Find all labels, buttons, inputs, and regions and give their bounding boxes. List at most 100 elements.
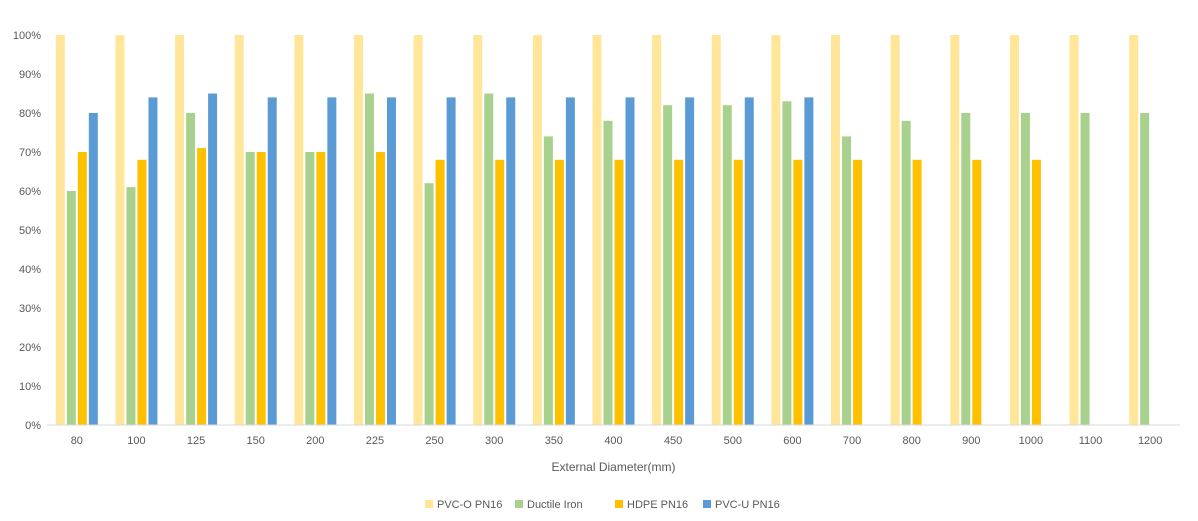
x-tick-label: 800: [902, 435, 920, 447]
x-tick-label: 200: [306, 435, 324, 447]
y-tick-label: 50%: [19, 225, 41, 237]
bar-hdpe-pn16-150: [256, 152, 266, 425]
x-tick-label: 250: [425, 435, 443, 447]
bar-pvc-u-pn16-200: [327, 97, 337, 426]
y-tick-label: 20%: [19, 342, 41, 354]
y-tick-label: 80%: [19, 108, 41, 120]
bar-pvc-u-pn16-100: [148, 97, 158, 426]
bar-hdpe-pn16-400: [614, 159, 624, 426]
bar-hdpe-pn16-450: [674, 159, 684, 426]
bar-pvc-u-pn16-150: [267, 97, 277, 426]
bar-hdpe-pn16-700: [853, 159, 863, 426]
bar-pvc-o-pn16-350: [532, 35, 542, 425]
chart-bars: [55, 35, 1150, 426]
legend-label-hdpe-pn16: HDPE PN16: [627, 499, 688, 511]
bar-pvc-o-pn16-400: [592, 35, 602, 425]
x-tick-label: 1000: [1019, 435, 1043, 447]
bar-pvc-o-pn16-125: [175, 35, 185, 425]
bar-hdpe-pn16-600: [793, 159, 803, 426]
bar-pvc-o-pn16-80: [55, 35, 65, 425]
x-tick-label: 700: [843, 435, 861, 447]
x-tick-label: 1100: [1079, 435, 1103, 447]
bar-hdpe-pn16-500: [733, 159, 743, 426]
bar-pvc-o-pn16-250: [413, 35, 423, 425]
x-tick-label: 500: [724, 435, 742, 447]
bar-hdpe-pn16-125: [197, 148, 207, 425]
x-tick-label: 80: [71, 435, 83, 447]
legend-swatch-ductile-iron: [515, 500, 523, 508]
bar-pvc-o-pn16-225: [353, 35, 363, 425]
bar-pvc-o-pn16-100: [115, 35, 125, 425]
bar-pvc-u-pn16-300: [506, 97, 516, 426]
bar-ductile-iron-1100: [1080, 113, 1090, 425]
x-tick-label: 900: [962, 435, 980, 447]
bar-ductile-iron-350: [543, 136, 553, 425]
bar-ductile-iron-250: [424, 183, 434, 425]
bar-hdpe-pn16-1000: [1031, 159, 1041, 426]
bar-pvc-o-pn16-1100: [1069, 35, 1079, 425]
bar-pvc-u-pn16-225: [386, 97, 396, 426]
bar-pvc-o-pn16-450: [652, 35, 662, 425]
bar-ductile-iron-125: [186, 113, 196, 425]
y-tick-label: 10%: [19, 381, 41, 393]
bar-pvc-u-pn16-350: [565, 97, 575, 426]
bar-ductile-iron-900: [961, 113, 971, 425]
bar-ductile-iron-150: [245, 152, 255, 425]
y-tick-label: 0%: [25, 420, 41, 432]
x-axis-tick-labels: 80 100 125 150 200 225 250 300 350 400 450 500 600 70…: [71, 435, 1163, 447]
bar-ductile-iron-1000: [1020, 113, 1030, 425]
bar-pvc-u-pn16-450: [685, 97, 695, 426]
bar-pvc-o-pn16-800: [890, 35, 900, 425]
bar-pvc-u-pn16-500: [744, 97, 754, 426]
legend-label-pvc-u-pn16: PVC-U PN16: [715, 499, 780, 511]
bar-hdpe-pn16-300: [495, 159, 505, 426]
y-axis-tick-labels: 0% 10% 20% 30% 40% 50% 60% 70% 80% 90% 100%: [13, 30, 41, 432]
y-tick-label: 70%: [19, 147, 41, 159]
bar-hdpe-pn16-900: [972, 159, 982, 426]
x-tick-label: 125: [187, 435, 205, 447]
bar-hdpe-pn16-225: [375, 152, 385, 425]
bar-ductile-iron-225: [364, 93, 374, 425]
bar-ductile-iron-400: [603, 120, 613, 426]
bar-hdpe-pn16-350: [554, 159, 564, 426]
x-tick-label: 150: [247, 435, 265, 447]
bar-pvc-u-pn16-250: [446, 97, 456, 426]
legend: PVC-O PN16 Ductile Iron HDPE PN16 PVC-U PN1…: [425, 499, 780, 511]
x-tick-label: 450: [664, 435, 682, 447]
bar-pvc-u-pn16-80: [88, 113, 98, 425]
x-tick-label: 300: [485, 435, 503, 447]
bar-hdpe-pn16-800: [912, 159, 922, 426]
y-tick-label: 90%: [19, 69, 41, 81]
bar-ductile-iron-600: [782, 101, 792, 426]
y-tick-label: 30%: [19, 303, 41, 315]
legend-swatch-hdpe-pn16: [615, 500, 623, 508]
bar-ductile-iron-300: [484, 93, 494, 425]
x-tick-label: 225: [366, 435, 384, 447]
legend-label-ductile-iron: Ductile Iron: [527, 499, 583, 511]
bar-pvc-o-pn16-300: [473, 35, 483, 425]
bar-pvc-o-pn16-700: [831, 35, 841, 425]
x-axis-title: External Diameter(mm): [551, 460, 675, 474]
bar-pvc-o-pn16-500: [711, 35, 721, 425]
legend-label-pvc-o-pn16: PVC-O PN16: [437, 499, 502, 511]
y-tick-label: 100%: [13, 30, 41, 42]
bar-ductile-iron-80: [66, 191, 76, 425]
bar-pvc-o-pn16-1200: [1129, 35, 1139, 425]
bar-pvc-o-pn16-900: [950, 35, 960, 425]
bar-hdpe-pn16-250: [435, 159, 445, 426]
bar-ductile-iron-450: [663, 105, 673, 425]
bar-pvc-o-pn16-600: [771, 35, 781, 425]
bar-pvc-u-pn16-600: [804, 97, 814, 426]
legend-swatch-pvc-u-pn16: [703, 500, 711, 508]
bar-ductile-iron-800: [901, 120, 911, 426]
bar-pvc-u-pn16-400: [625, 97, 635, 426]
x-tick-label: 350: [545, 435, 563, 447]
x-tick-label: 400: [604, 435, 622, 447]
bar-ductile-iron-200: [305, 152, 315, 425]
bar-pvc-o-pn16-150: [234, 35, 244, 425]
bar-ductile-iron-700: [842, 136, 852, 425]
bar-hdpe-pn16-80: [77, 152, 87, 425]
bar-ductile-iron-100: [126, 187, 136, 425]
bar-hdpe-pn16-200: [316, 152, 326, 425]
